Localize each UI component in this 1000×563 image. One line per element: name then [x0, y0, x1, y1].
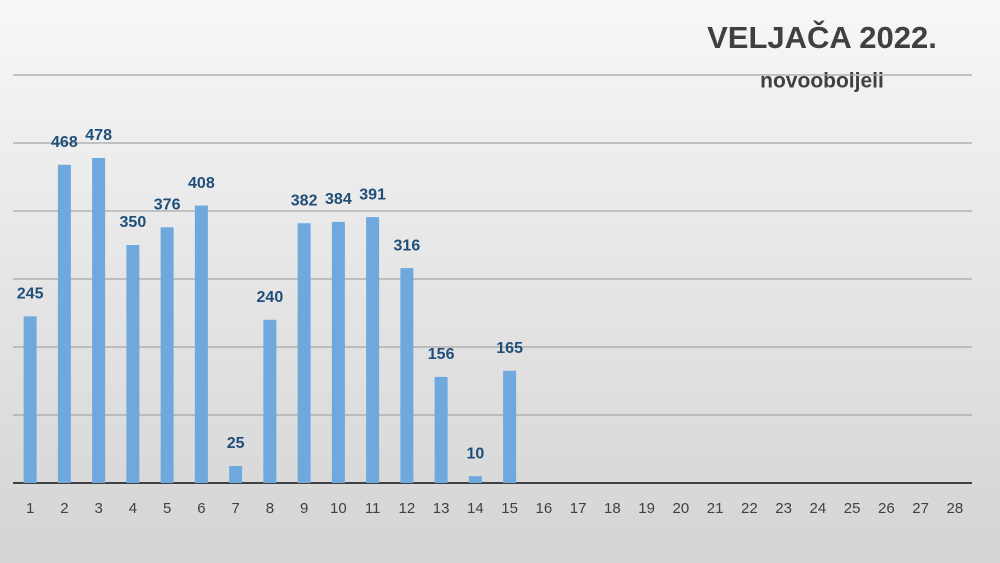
x-tick-label: 25	[844, 500, 861, 517]
x-tick-label: 6	[197, 500, 205, 517]
x-tick-label: 10	[330, 500, 347, 517]
bar	[92, 157, 106, 483]
x-tick-label: 13	[433, 500, 450, 517]
bar	[126, 245, 140, 483]
data-label: 382	[291, 192, 318, 209]
bar	[297, 223, 311, 484]
x-tick-label: 19	[638, 500, 655, 517]
bar	[366, 217, 380, 483]
x-tick-label: 11	[365, 500, 381, 517]
bar	[194, 205, 208, 483]
bar	[263, 319, 277, 483]
x-tick-label: 24	[810, 500, 827, 517]
x-tick-label: 1	[26, 500, 34, 517]
data-label: 468	[51, 134, 78, 151]
x-tick-label: 5	[163, 500, 171, 517]
bar	[400, 268, 414, 483]
bar	[503, 370, 517, 483]
x-tick-label: 20	[673, 500, 690, 517]
data-label: 25	[227, 435, 245, 452]
bar	[434, 376, 448, 483]
x-tick-label: 7	[231, 500, 239, 517]
x-tick-label: 4	[129, 500, 137, 517]
data-label: 391	[359, 186, 386, 203]
x-tick-label: 12	[399, 500, 416, 517]
data-label: 165	[496, 340, 523, 357]
chart-title: VELJAČA 2022.	[707, 19, 937, 55]
bar	[160, 227, 174, 483]
x-tick-label: 27	[912, 500, 929, 517]
x-tick-label: 8	[266, 500, 274, 517]
data-label: 316	[394, 237, 421, 254]
x-tick-label: 2	[60, 500, 68, 517]
data-label: 376	[154, 197, 181, 214]
x-tick-label: 3	[94, 500, 102, 517]
data-label: 478	[85, 127, 112, 144]
bar	[229, 466, 243, 483]
x-tick-label: 18	[604, 500, 621, 517]
data-label: 240	[257, 289, 284, 306]
x-tick-label: 17	[570, 500, 587, 517]
x-tick-label: 26	[878, 500, 895, 517]
data-label: 245	[17, 286, 44, 303]
x-tick-label: 21	[707, 500, 724, 517]
data-label: 384	[325, 191, 352, 208]
x-tick-label: 14	[467, 500, 484, 517]
x-tick-label: 9	[300, 500, 308, 517]
bar	[468, 476, 482, 483]
data-label: 350	[120, 214, 147, 231]
chart-subtitle: novooboljeli	[760, 70, 884, 93]
bar	[331, 221, 345, 483]
x-tick-label: 15	[501, 500, 518, 517]
data-label: 10	[466, 445, 484, 462]
x-tick-label: 23	[775, 500, 792, 517]
x-tick-label: 16	[536, 500, 553, 517]
x-tick-label: 22	[741, 500, 758, 517]
x-tick-label: 28	[947, 500, 964, 517]
bar	[57, 164, 71, 483]
data-label: 156	[428, 346, 455, 363]
bar	[23, 316, 37, 483]
data-label: 408	[188, 175, 215, 192]
